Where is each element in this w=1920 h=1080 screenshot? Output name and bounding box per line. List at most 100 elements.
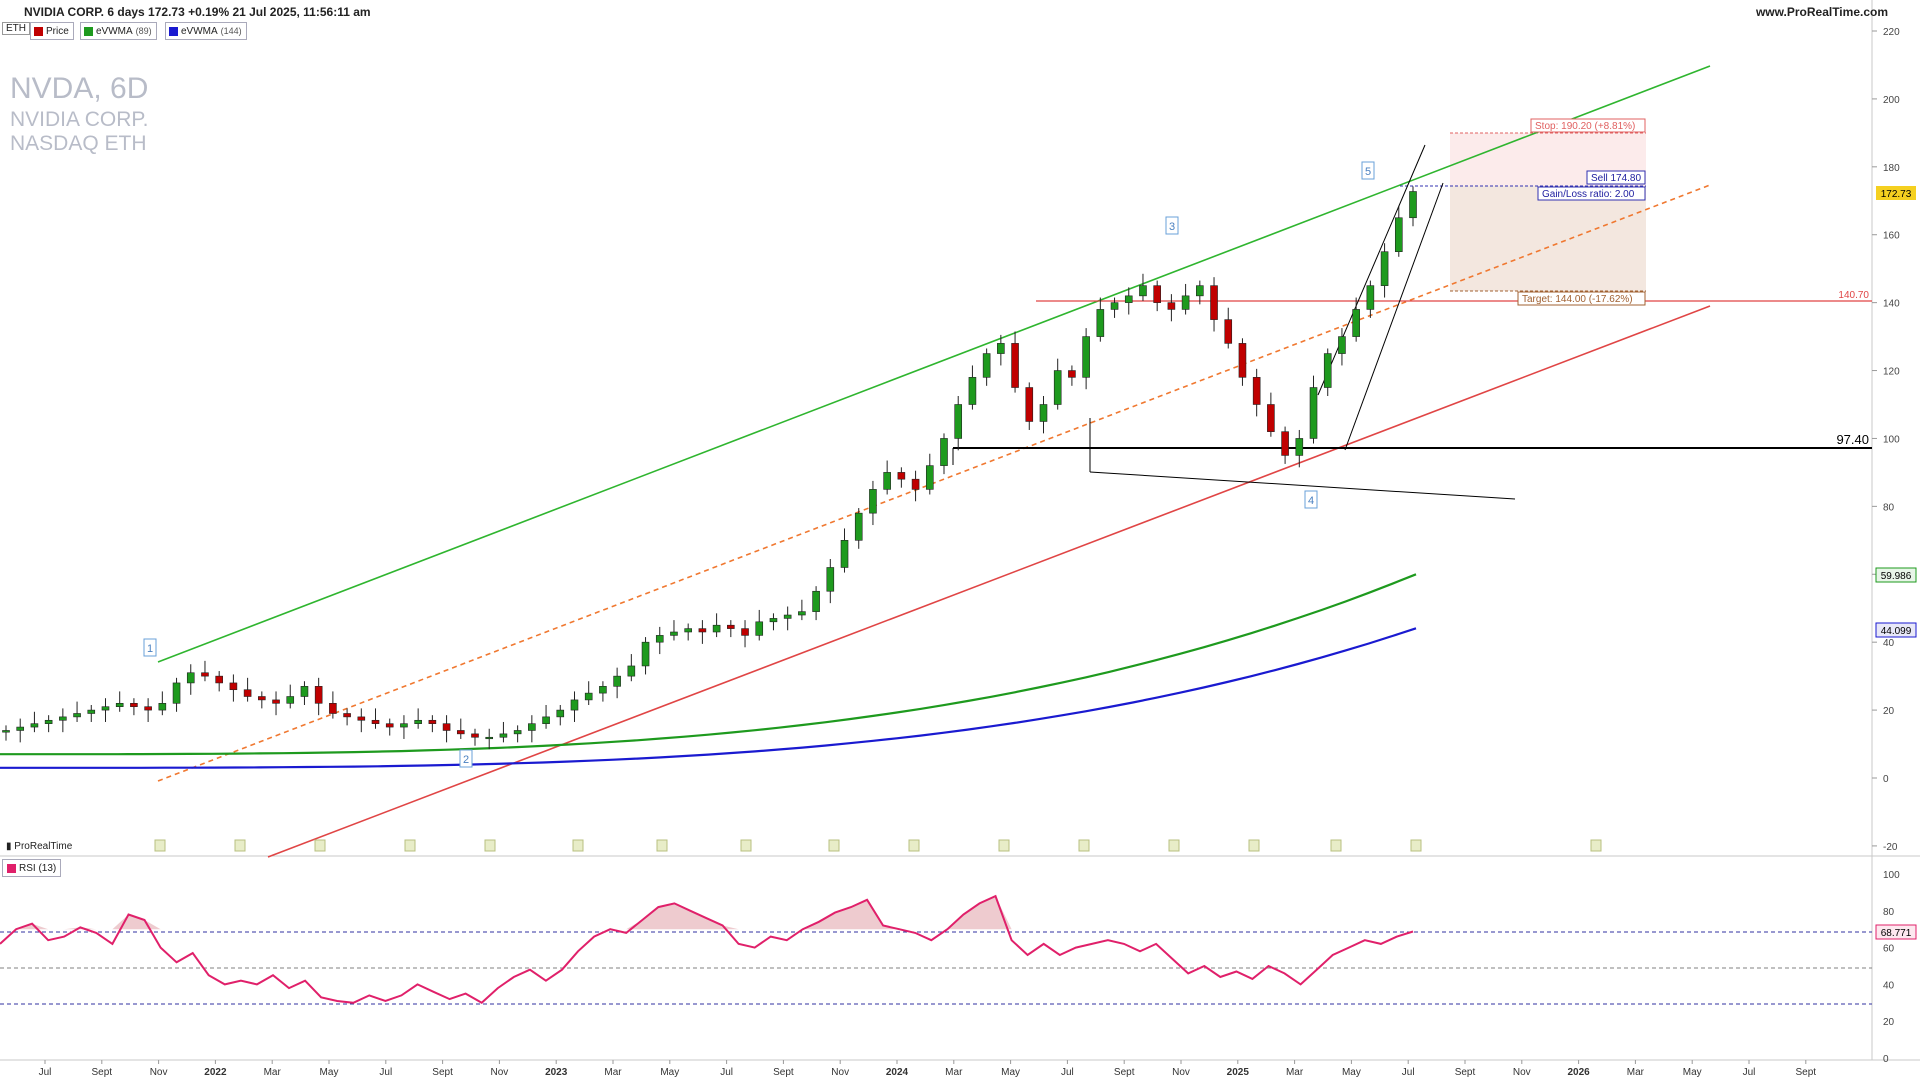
ratio-box xyxy=(1537,186,1646,201)
event-marker[interactable] xyxy=(1410,839,1422,852)
candle-body xyxy=(1181,295,1190,310)
wave-label-5: 5 xyxy=(1361,161,1375,180)
x-tick-label: Nov xyxy=(150,1067,168,1078)
candle-body xyxy=(2,730,10,733)
candle-body xyxy=(16,726,25,731)
rsi-legend-label: RSI (13) xyxy=(19,862,57,874)
candle-body xyxy=(343,713,351,718)
legend-evwma89-label: eVWMA xyxy=(96,25,133,37)
candle-body xyxy=(371,719,380,724)
x-tick-label: Mar xyxy=(1627,1067,1645,1078)
candle-body xyxy=(1338,336,1346,354)
x-tick-label: Nov xyxy=(831,1067,849,1078)
x-tick-label: Mar xyxy=(604,1067,622,1078)
x-tick-label: 2026 xyxy=(1567,1067,1590,1078)
svg-text:2: 2 xyxy=(463,754,469,766)
x-tick-label: Nov xyxy=(491,1067,509,1078)
x-tick-label: May xyxy=(1342,1067,1361,1078)
event-marker[interactable] xyxy=(740,839,752,852)
legend-evwma89[interactable]: eVWMA (89) xyxy=(80,22,157,40)
candle-body xyxy=(144,706,152,711)
wave4-line xyxy=(1089,471,1516,500)
price-tick-label: 100 xyxy=(1883,434,1900,445)
event-marker[interactable] xyxy=(1590,839,1602,852)
candle-body xyxy=(258,696,266,701)
candle-body xyxy=(172,682,181,704)
candle-body xyxy=(229,682,238,691)
mid-channel-line xyxy=(157,184,1711,782)
candle-body xyxy=(1068,370,1076,378)
event-marker[interactable] xyxy=(1248,839,1260,852)
legend-evwma144[interactable]: eVWMA (144) xyxy=(165,22,247,40)
candle-body xyxy=(1380,251,1389,286)
candle-body xyxy=(613,675,621,687)
candle-body xyxy=(400,723,408,728)
candle-body xyxy=(485,736,494,740)
event-marker[interactable] xyxy=(908,839,920,852)
candle-body xyxy=(286,696,295,704)
wave-label-1: 1 xyxy=(143,638,157,657)
rsi-swatch xyxy=(7,863,16,873)
event-marker[interactable] xyxy=(1078,839,1090,852)
header-bar: NVIDIA CORP. 6 days 172.73 +0.19% 21 Jul… xyxy=(0,0,1920,22)
svg-text:4: 4 xyxy=(1308,495,1314,507)
candle-body xyxy=(329,702,337,714)
event-marker[interactable] xyxy=(404,839,416,852)
chart-title: NVIDIA CORP. 6 days 172.73 +0.19% 21 Jul… xyxy=(24,5,371,19)
wave-label-3: 3 xyxy=(1165,216,1179,235)
candle-body xyxy=(570,699,579,711)
event-marker[interactable] xyxy=(154,839,166,852)
session-badge[interactable]: ETH xyxy=(2,22,30,35)
watermark-ticker: NVDA, 6D xyxy=(10,72,149,105)
candle-body xyxy=(727,624,735,629)
candle-body xyxy=(1096,309,1105,337)
rsi-tick-label: 40 xyxy=(1883,980,1895,991)
target-label: Target: 144.00 (-17.62%) xyxy=(1522,294,1633,305)
target-zone xyxy=(1450,186,1646,291)
candle-body xyxy=(1352,309,1360,337)
rsi-tick-label: 60 xyxy=(1883,944,1895,955)
event-marker[interactable] xyxy=(828,839,840,852)
candle-body xyxy=(87,709,96,714)
wave-label-4: 4 xyxy=(1304,490,1318,509)
event-marker[interactable] xyxy=(572,839,584,852)
candle-body xyxy=(300,686,309,697)
candle-body xyxy=(1224,319,1233,344)
rsi-legend[interactable]: RSI (13) xyxy=(2,859,62,877)
event-marker[interactable] xyxy=(234,839,246,852)
evwma-144-line xyxy=(0,627,1417,769)
site-link[interactable]: www.ProRealTime.com xyxy=(1755,5,1888,19)
brand-icon: ▮ xyxy=(6,841,12,852)
rsi-tick-label: 0 xyxy=(1883,1054,1889,1065)
event-marker[interactable] xyxy=(656,839,668,852)
event-marker[interactable] xyxy=(1168,839,1180,852)
candle-body xyxy=(414,719,422,724)
legend-price[interactable]: Price xyxy=(30,22,74,40)
candle-body xyxy=(670,631,678,636)
candle-body xyxy=(1267,404,1275,432)
candle-body xyxy=(741,628,749,636)
event-marker[interactable] xyxy=(314,839,326,852)
evwma-89-line xyxy=(0,573,1417,756)
candle-body xyxy=(1309,387,1318,439)
wave-label-2: 2 xyxy=(459,749,473,768)
candle-body xyxy=(1153,285,1161,303)
candle-body xyxy=(101,706,110,711)
event-marker[interactable] xyxy=(1330,839,1342,852)
event-marker[interactable] xyxy=(484,839,496,852)
legend-evwma144-period: (144) xyxy=(220,26,242,36)
candle-body xyxy=(798,611,806,616)
price-swatch xyxy=(34,26,43,36)
price-tick-label: 160 xyxy=(1883,231,1900,242)
candle-body xyxy=(1110,302,1119,310)
support-label: 97.40 xyxy=(1836,432,1869,447)
x-tick-label: May xyxy=(660,1067,679,1078)
brand-label: ProRealTime xyxy=(14,841,73,852)
x-tick-label: 2023 xyxy=(545,1067,568,1078)
evwma89-flag: 59.986 xyxy=(1875,567,1917,583)
event-marker[interactable] xyxy=(998,839,1010,852)
price-tick-label: 120 xyxy=(1883,367,1900,378)
price-tick-label: 0 xyxy=(1883,774,1889,785)
candle-body xyxy=(201,672,209,677)
